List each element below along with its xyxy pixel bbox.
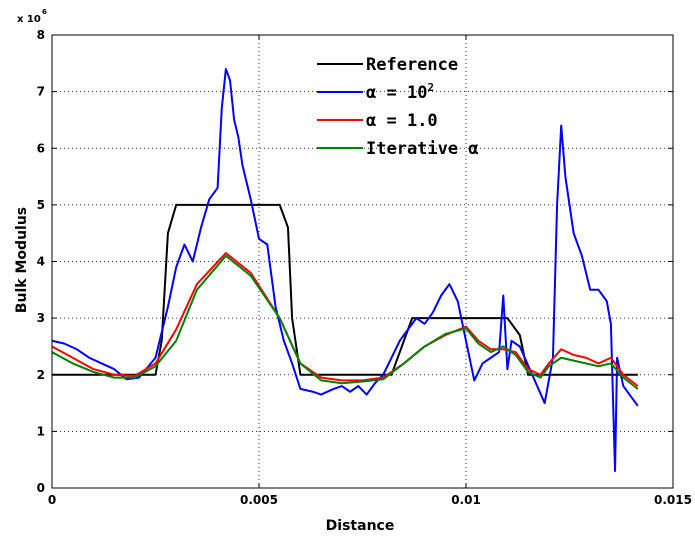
grid bbox=[52, 35, 673, 488]
legend-label-0: Reference bbox=[366, 55, 458, 75]
series-lines bbox=[51, 67, 639, 473]
series-line-0 bbox=[52, 203, 638, 376]
y-tick-label-1: 1 bbox=[37, 424, 45, 438]
y-tick-label-4: 4 bbox=[37, 255, 45, 269]
x-tick-label-1: 0.005 bbox=[240, 493, 278, 507]
y-tick-label-8: 8 bbox=[37, 28, 45, 42]
axis-ticks: 0 0.005 0.01 0.015 0 1 2 3 4 5 6 7 8 bbox=[37, 28, 692, 507]
series-line-3 bbox=[51, 254, 639, 390]
y-multiplier-exponent: 6 bbox=[42, 8, 47, 16]
legend-label-3: Iterative α bbox=[366, 139, 479, 159]
x-tick-label-2: 0.01 bbox=[451, 493, 481, 507]
x-axis-title: Distance bbox=[326, 518, 395, 534]
legend-label-1: α = 102 bbox=[366, 81, 434, 103]
y-axis-title: Bulk Modulus bbox=[14, 207, 30, 313]
y-tick-label-0: 0 bbox=[37, 481, 45, 495]
y-tick-label-3: 3 bbox=[37, 311, 45, 325]
y-multiplier-base: x 10 bbox=[17, 14, 41, 25]
legend: Reference α = 102 α = 1.0 Iterative α bbox=[317, 55, 479, 159]
x-tick-label-3: 0.015 bbox=[654, 493, 692, 507]
plot-area-frame bbox=[51, 34, 674, 489]
legend-label-2: α = 1.0 bbox=[366, 111, 438, 131]
y-tick-label-7: 7 bbox=[37, 85, 45, 99]
y-tick-label-2: 2 bbox=[37, 368, 45, 382]
y-tick-label-6: 6 bbox=[37, 141, 45, 155]
x-tick-label-0: 0 bbox=[48, 493, 56, 507]
y-tick-label-5: 5 bbox=[37, 198, 45, 212]
y-multiplier: x 10 6 bbox=[17, 8, 47, 25]
series-line-1 bbox=[51, 67, 639, 473]
